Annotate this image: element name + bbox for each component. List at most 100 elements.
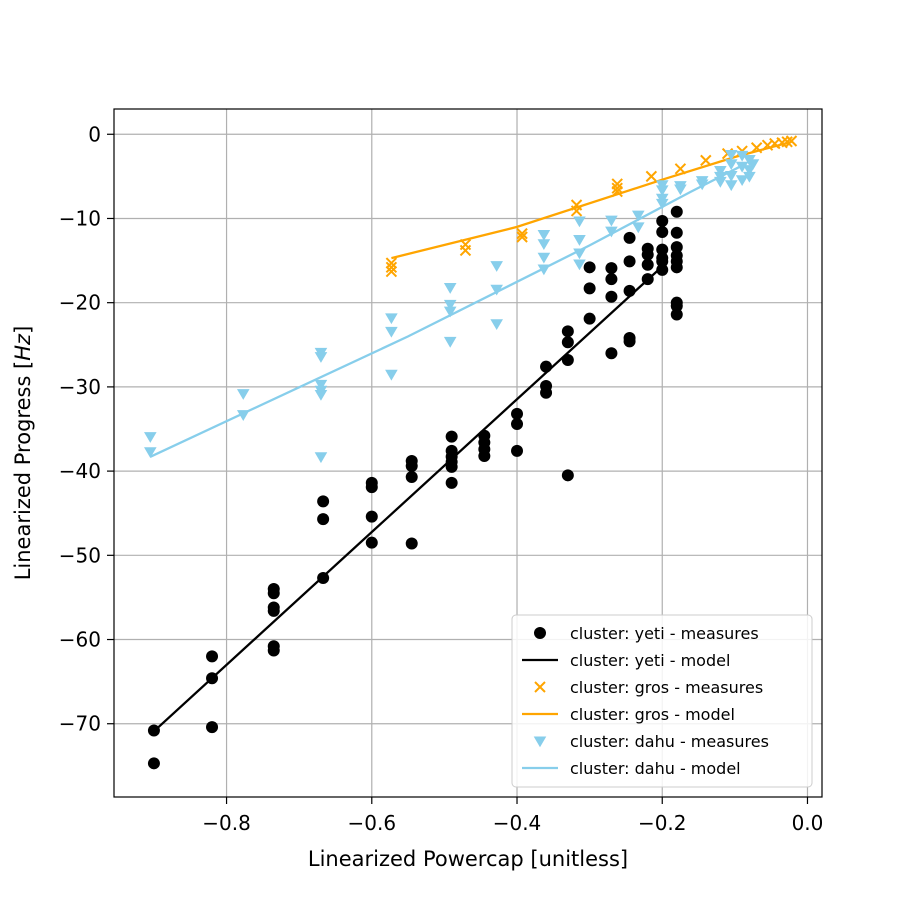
data-point xyxy=(700,154,712,167)
y-tick-label: −70 xyxy=(59,712,101,736)
x-tick-label: −0.6 xyxy=(347,811,396,835)
data-point xyxy=(645,170,658,183)
x-tick-label: −0.8 xyxy=(202,811,251,835)
data-point xyxy=(317,513,330,526)
data-point xyxy=(314,389,328,401)
data-point xyxy=(365,536,378,549)
data-point xyxy=(206,721,219,734)
data-point xyxy=(385,313,398,325)
series-line xyxy=(149,162,747,458)
data-point xyxy=(511,417,524,430)
data-point xyxy=(695,179,709,191)
data-point xyxy=(314,352,328,363)
data-point xyxy=(561,353,574,366)
data-point xyxy=(267,644,280,657)
data-point xyxy=(605,226,618,238)
data-point xyxy=(750,142,763,154)
y-tick-label: −60 xyxy=(59,628,101,652)
data-point xyxy=(573,235,586,246)
legend-marker-swatch xyxy=(534,681,546,693)
data-point xyxy=(714,165,727,177)
data-point xyxy=(670,205,683,218)
data-point xyxy=(236,410,250,421)
data-point xyxy=(641,248,654,261)
data-point xyxy=(605,273,618,286)
data-point xyxy=(631,222,645,234)
data-point xyxy=(317,495,330,508)
data-point xyxy=(674,163,687,175)
data-point xyxy=(570,205,583,217)
data-point xyxy=(605,215,618,227)
data-point xyxy=(443,283,457,294)
data-point xyxy=(583,261,596,274)
data-point xyxy=(445,460,458,473)
y-tick-label: −30 xyxy=(59,375,101,399)
data-point xyxy=(490,284,503,296)
data-point xyxy=(781,136,793,148)
data-point xyxy=(674,184,687,196)
data-point xyxy=(443,306,457,318)
data-point xyxy=(561,325,574,338)
data-point xyxy=(206,672,219,685)
data-point xyxy=(724,159,738,171)
data-point xyxy=(267,604,280,617)
measure-markers xyxy=(144,135,798,770)
data-point xyxy=(511,444,524,457)
data-point xyxy=(656,255,669,268)
y-tick-label: −40 xyxy=(59,459,101,483)
data-point xyxy=(147,757,160,770)
data-point xyxy=(144,432,157,443)
data-point xyxy=(365,510,378,523)
data-point xyxy=(459,244,472,257)
legend-label: cluster: gros - model xyxy=(570,705,735,724)
data-point xyxy=(314,452,328,464)
data-point xyxy=(365,481,378,494)
data-point xyxy=(583,312,596,325)
data-point xyxy=(147,724,160,737)
legend-box xyxy=(511,614,813,788)
data-point xyxy=(655,185,669,197)
data-point xyxy=(317,572,330,585)
data-point xyxy=(405,471,418,483)
data-point xyxy=(537,229,551,241)
data-point xyxy=(641,273,654,286)
data-point xyxy=(573,216,586,228)
data-point xyxy=(746,159,760,171)
data-point xyxy=(670,226,683,239)
y-tick-label: −20 xyxy=(59,291,101,315)
data-point xyxy=(405,460,418,473)
data-point xyxy=(656,243,669,256)
data-point xyxy=(385,326,398,338)
data-point xyxy=(605,262,618,275)
data-point xyxy=(724,180,738,192)
data-point xyxy=(724,149,738,161)
data-point xyxy=(516,227,528,240)
data-point xyxy=(516,231,528,243)
y-axis-label-unit: Hz xyxy=(11,333,35,361)
data-point xyxy=(443,336,457,348)
data-point xyxy=(670,261,683,274)
data-point xyxy=(743,171,756,183)
y-axis-label-main: Linearized Progress [ xyxy=(11,361,35,581)
plot-area-frame xyxy=(113,108,823,798)
data-point xyxy=(641,258,654,271)
legend-label: cluster: yeti - measures xyxy=(570,624,759,643)
legend-label: cluster: gros - measures xyxy=(570,678,763,697)
data-point xyxy=(385,261,398,274)
data-point xyxy=(385,265,398,278)
x-tick-label: −0.4 xyxy=(493,811,542,835)
data-point xyxy=(735,150,749,162)
data-point xyxy=(735,161,749,173)
data-point xyxy=(670,241,683,254)
data-point xyxy=(267,587,280,600)
x-ticks: −0.8 −0.6 −0.4 −0.2 0.0 xyxy=(202,797,823,835)
data-point xyxy=(785,135,798,147)
legend: cluster: yeti - measures cluster: yeti - … xyxy=(511,614,813,788)
data-point xyxy=(656,215,669,227)
x-axis-label: Linearized Powercap [unitless] xyxy=(308,847,628,871)
y-tick-label: −10 xyxy=(59,206,101,230)
legend-label: cluster: dahu - model xyxy=(570,759,741,778)
data-point xyxy=(144,447,157,459)
x-tick-label: 0.0 xyxy=(792,811,824,835)
